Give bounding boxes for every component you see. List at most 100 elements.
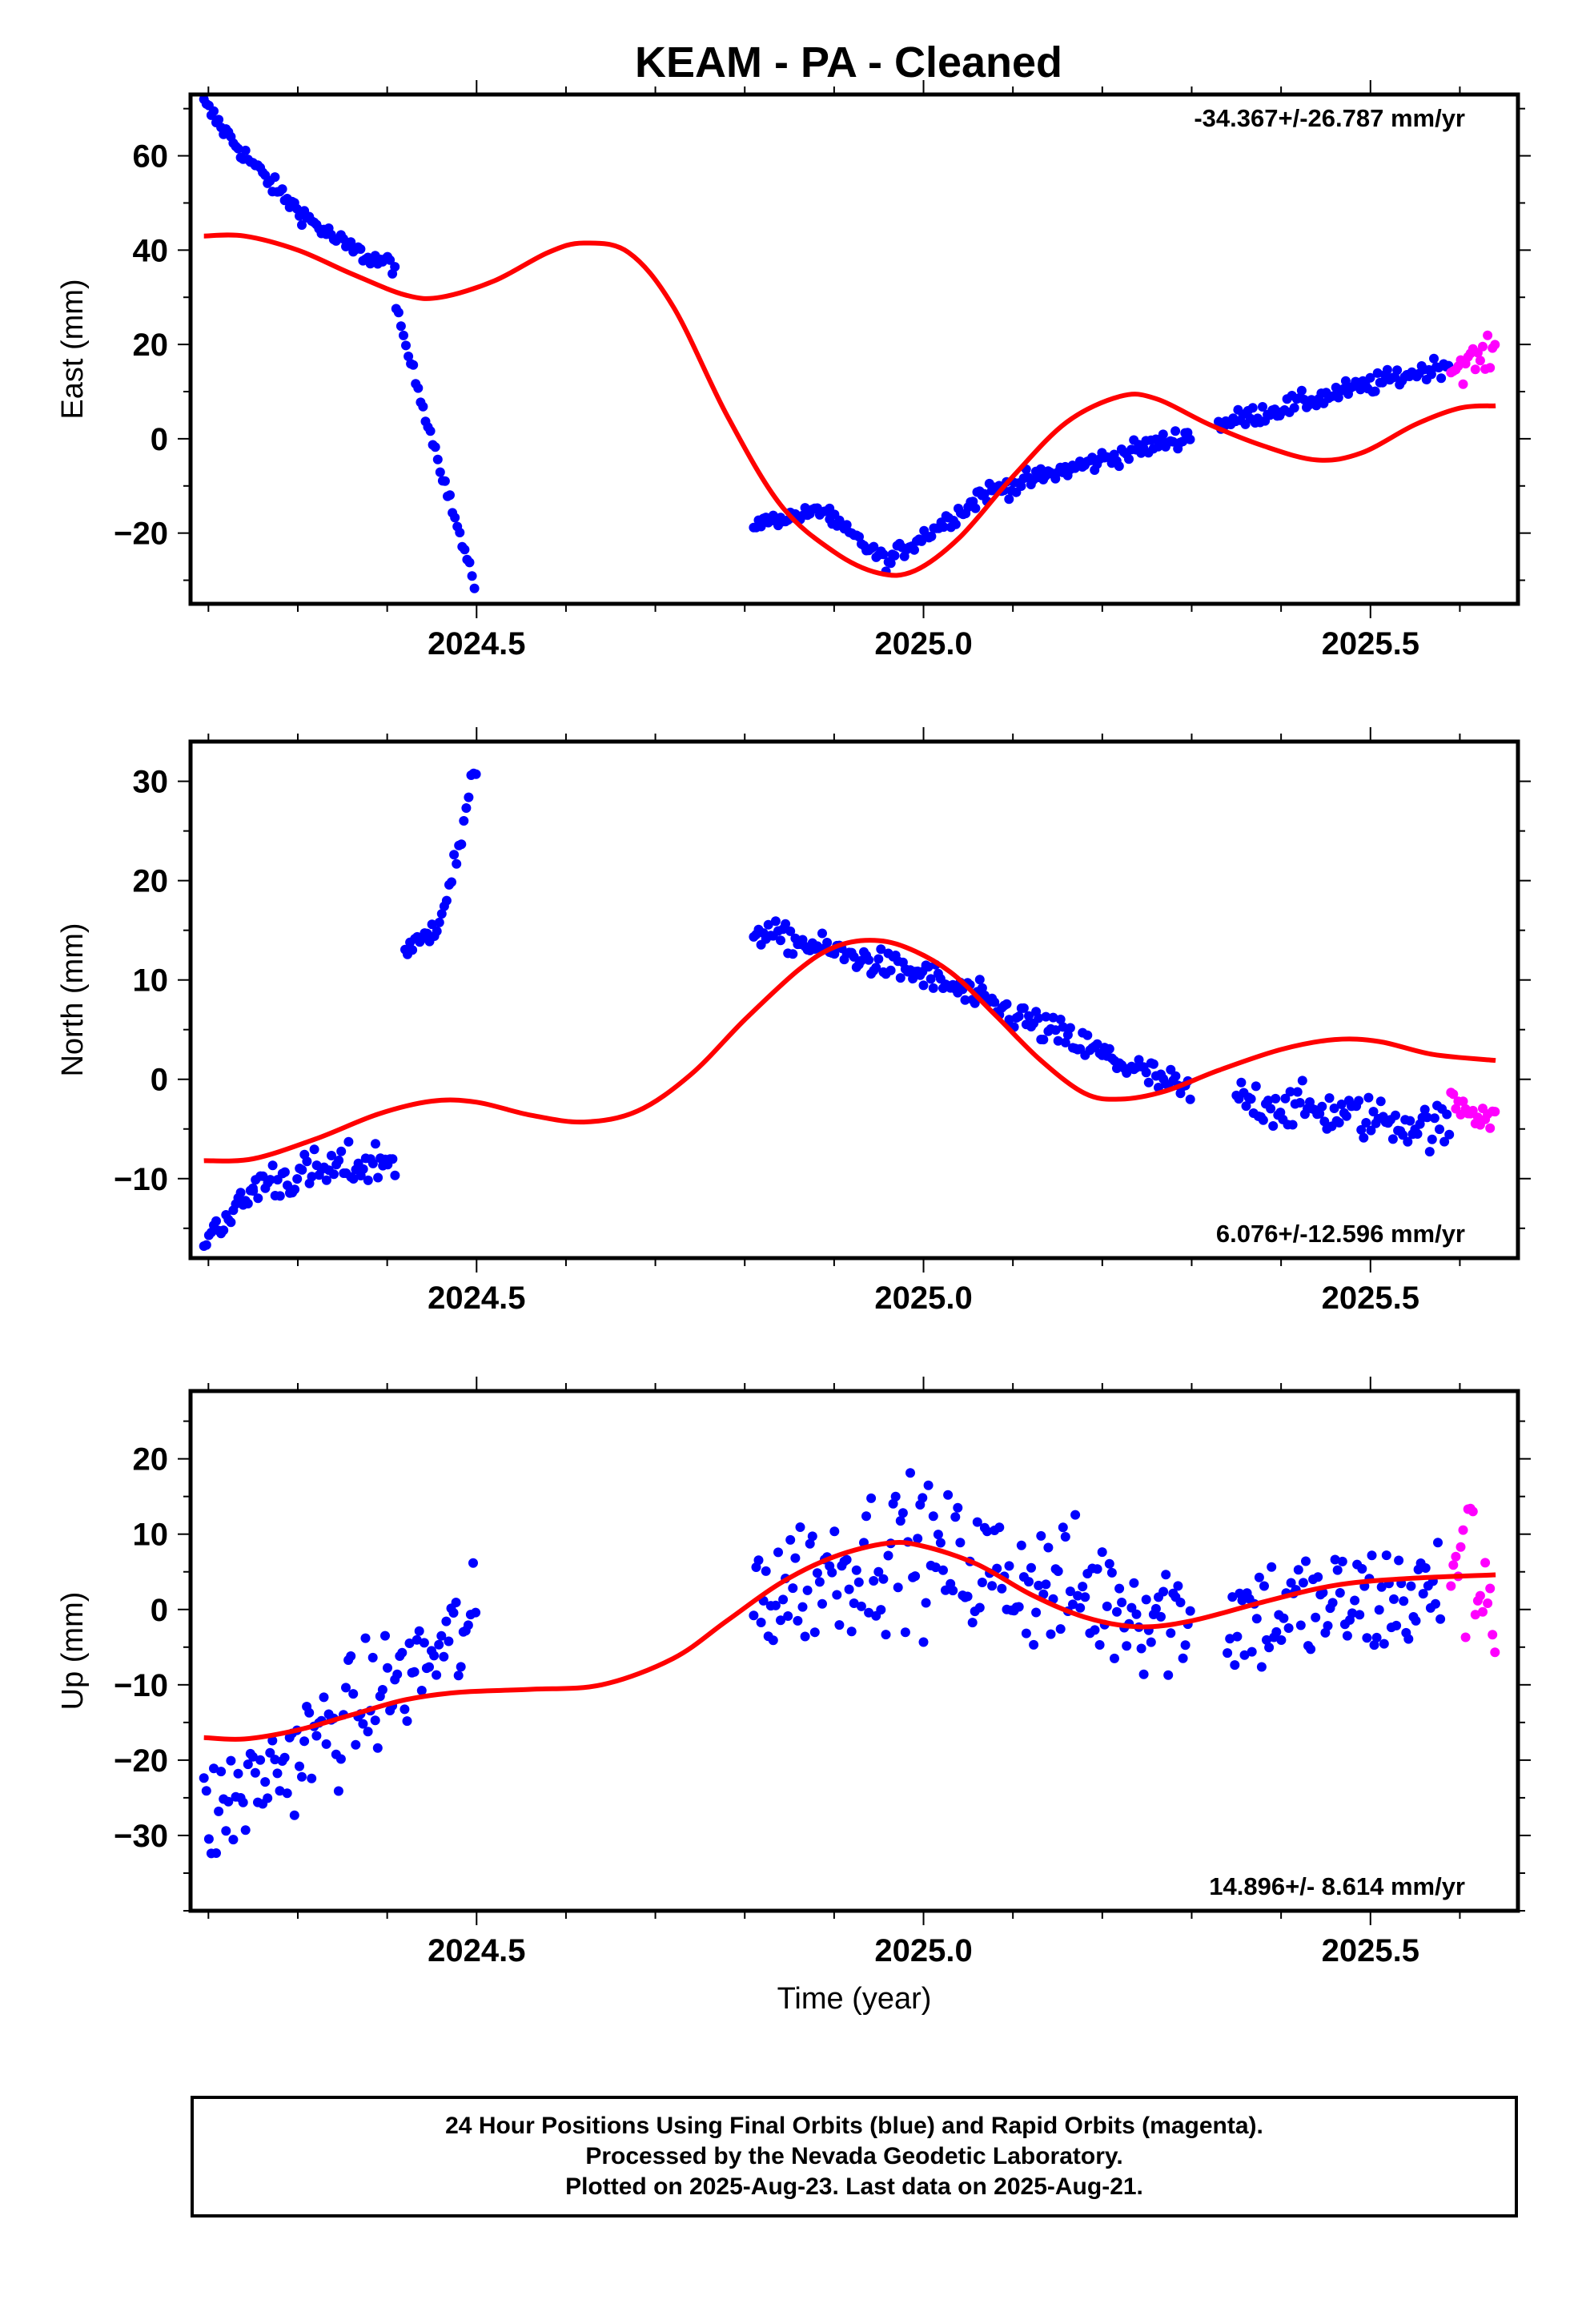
- north-final-point: [343, 1136, 354, 1147]
- east-final-point: [1004, 494, 1014, 505]
- up-final-point: [211, 1848, 221, 1858]
- east-ytick-label: −20: [114, 517, 168, 552]
- up-final-point: [319, 1692, 329, 1703]
- north-final-point: [248, 1186, 259, 1196]
- east-final-point: [297, 220, 307, 230]
- up-final-point: [444, 1636, 454, 1647]
- up-final-point: [1271, 1626, 1282, 1637]
- east-final-point: [404, 352, 414, 361]
- up-final-point: [900, 1627, 910, 1638]
- up-final-point: [372, 1743, 383, 1753]
- north-ytick-label: 20: [133, 864, 169, 899]
- up-final-point: [1038, 1589, 1049, 1599]
- up-final-point: [1323, 1621, 1333, 1631]
- up-panel: 2024.5 2025.0 2025.5 −30 −20 −10 0 10 20 Up (mm) T…: [56, 1377, 1531, 2016]
- up-final-point: [776, 1615, 785, 1626]
- up-final-point: [1046, 1629, 1056, 1639]
- east-final-point: [464, 557, 475, 568]
- up-final-point: [910, 1571, 921, 1582]
- north-final-point: [876, 944, 886, 955]
- up-final-point: [299, 1736, 310, 1747]
- up-final-point: [783, 1611, 793, 1621]
- north-final-point: [329, 1169, 339, 1180]
- east-frame: [188, 92, 1520, 606]
- up-final-point: [768, 1635, 778, 1646]
- up-final-point: [400, 1704, 410, 1715]
- up-final-point: [982, 1526, 992, 1537]
- up-xtick-label: 2024.5: [428, 1933, 525, 1968]
- up-final-point: [238, 1797, 248, 1807]
- up-final-point: [434, 1639, 444, 1650]
- north-final-point: [290, 1184, 300, 1195]
- east-final-point: [1365, 372, 1375, 383]
- east-final-point: [1016, 481, 1026, 491]
- east-final-point: [1170, 426, 1181, 436]
- north-final-point: [864, 955, 874, 965]
- up-rapid-point: [1490, 1647, 1500, 1658]
- up-final-point: [1129, 1578, 1139, 1588]
- up-final-point: [1126, 1602, 1137, 1613]
- up-final-point: [1389, 1594, 1399, 1604]
- north-final-point: [464, 792, 474, 802]
- north-final-point: [390, 1170, 400, 1180]
- up-final-point: [282, 1788, 292, 1799]
- north-final-point: [226, 1217, 236, 1228]
- up-final-point: [1371, 1632, 1382, 1642]
- east-final-point: [1168, 436, 1178, 447]
- north-final-point: [1435, 1124, 1444, 1135]
- up-final-point: [1158, 1586, 1169, 1597]
- east-ylabel: East (mm): [56, 279, 90, 419]
- east-final-point: [469, 583, 480, 593]
- up-final-point: [1166, 1628, 1176, 1638]
- up-final-point: [304, 1707, 315, 1718]
- east-rapid-point: [1470, 364, 1480, 375]
- up-final-point: [1055, 1624, 1066, 1634]
- up-final-point: [263, 1793, 273, 1803]
- north-final-point: [1412, 1129, 1423, 1139]
- up-final-point: [233, 1768, 243, 1779]
- up-final-point: [1369, 1640, 1379, 1651]
- up-final-point: [1117, 1598, 1127, 1607]
- up-final-point: [199, 1773, 209, 1783]
- east-final-point: [460, 545, 470, 555]
- up-final-point: [1239, 1650, 1250, 1660]
- north-ytick-label: 30: [133, 765, 169, 800]
- north-final-point: [1050, 1025, 1061, 1035]
- up-final-point: [1163, 1670, 1174, 1680]
- north-final-point: [1424, 1147, 1435, 1157]
- up-final-point: [1433, 1538, 1443, 1548]
- up-final-point: [1110, 1653, 1119, 1663]
- up-model-curve: [203, 1540, 1496, 1742]
- east-final-point: [1426, 369, 1436, 380]
- up-final-point: [1332, 1565, 1343, 1575]
- north-final-point: [1297, 1076, 1307, 1086]
- up-final-point: [1357, 1564, 1367, 1574]
- up-final-point: [943, 1490, 954, 1500]
- east-rapid-point: [1483, 330, 1493, 340]
- up-final-point: [1058, 1522, 1068, 1533]
- east-final-point: [950, 519, 961, 529]
- north-final-point: [258, 1171, 268, 1181]
- up-final-point: [883, 1550, 893, 1561]
- up-final-point: [451, 1598, 461, 1607]
- north-final-point: [307, 1172, 317, 1182]
- up-final-point: [962, 1591, 973, 1602]
- north-final-point: [434, 917, 444, 927]
- up-final-point: [341, 1683, 351, 1693]
- up-final-point: [1420, 1563, 1431, 1573]
- north-xtick-label: 2025.0: [874, 1281, 972, 1316]
- up-final-point: [270, 1755, 280, 1765]
- up-final-point: [1178, 1653, 1188, 1663]
- north-final-point: [334, 1156, 344, 1165]
- up-final-point: [1254, 1572, 1264, 1582]
- up-final-point: [346, 1651, 356, 1661]
- east-rapid-point: [1485, 363, 1496, 373]
- north-rapid-series: [1446, 1088, 1500, 1133]
- up-final-point: [456, 1662, 466, 1672]
- east-final-point: [938, 522, 949, 533]
- up-final-point: [1237, 1595, 1247, 1606]
- up-final-point: [1016, 1540, 1026, 1550]
- north-rapid-point: [1472, 1112, 1483, 1123]
- up-final-point: [866, 1493, 877, 1503]
- north-rate-label: 6.076+/-12.596 mm/yr: [1216, 1220, 1465, 1248]
